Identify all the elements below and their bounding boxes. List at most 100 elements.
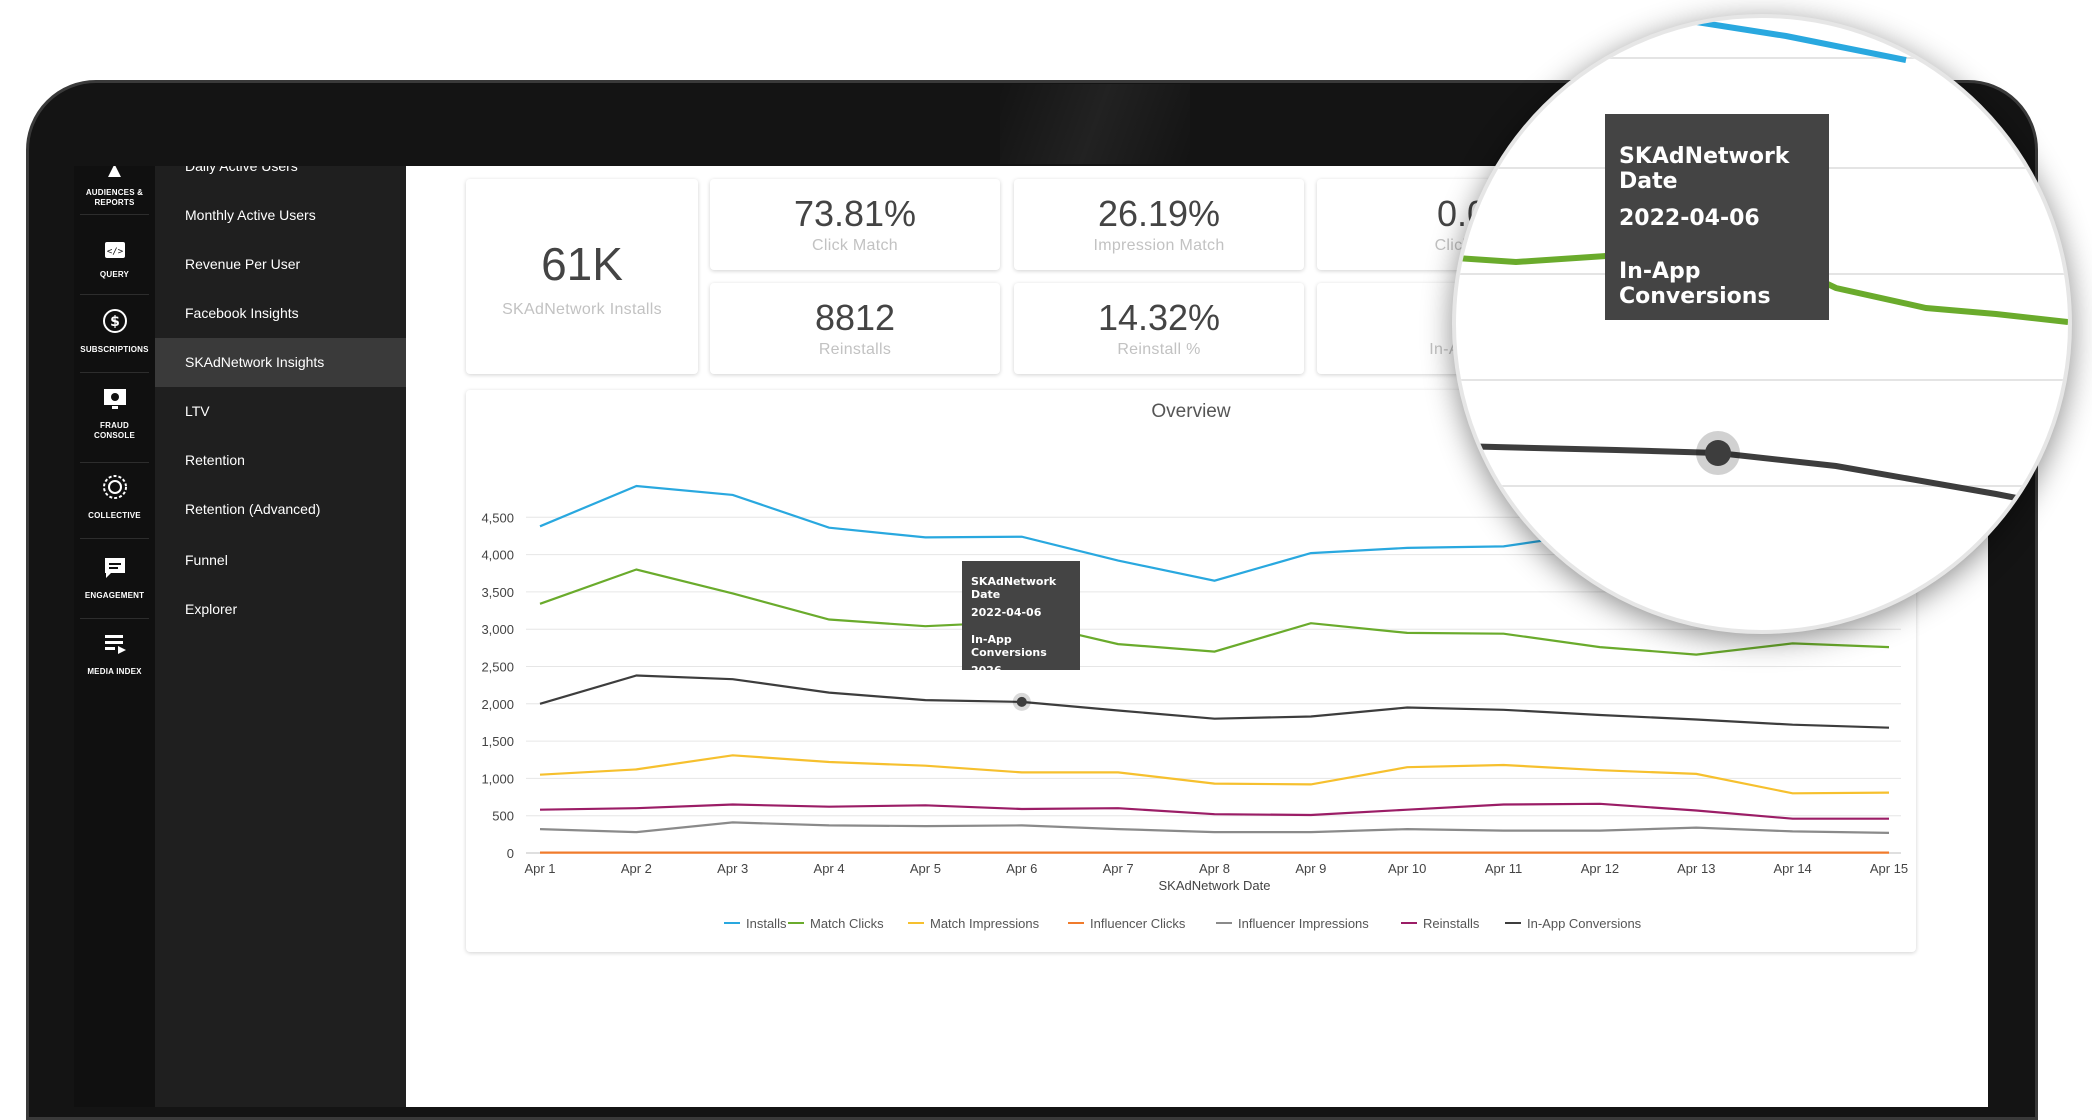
menu-item-retention-advanced[interactable]: Retention (Advanced) [185,501,321,517]
zoom-tooltip-date-value: 2022-04-06 [1619,206,1760,231]
svg-text:</>: </> [106,247,123,257]
rail-item-query[interactable]: </> QUERY [74,240,155,280]
y-tick-label: 4,500 [481,510,514,525]
kpi-value: 61K [541,238,623,290]
tooltip-metric-label: In-App Conversions [971,633,1047,659]
legend-item: In-App Conversions [1527,916,1642,931]
x-tick-label: Apr 5 [910,861,941,876]
tooltip-date-label: SKAdNetwork Date [971,575,1057,601]
collective-icon [74,474,155,505]
x-tick-label: Apr 10 [1388,861,1426,876]
rail-label: QUERY [99,270,130,279]
series-line-match-clicks [539,568,1890,656]
menu-item-ltv[interactable]: LTV [185,403,210,419]
x-tick-label: Apr 2 [621,861,652,876]
zoom-line-inapp-conversions [1456,443,2068,511]
x-tick-label: Apr 13 [1677,861,1715,876]
rail-divider [80,294,149,295]
screen-reflection [1000,84,1190,164]
kpi-value: 8812 [814,297,896,338]
x-tick-label: Apr 4 [814,861,845,876]
code-icon: </> [74,240,155,264]
audiences-icon: ▲ [103,166,126,182]
series-line-reinstalls [539,802,1889,820]
legend-item: Influencer Impressions [1238,916,1369,931]
x-tick-label: Apr 11 [1485,861,1522,876]
y-tick-label: 3,000 [481,622,514,637]
rail-item-collective[interactable]: COLLECTIVE [74,474,155,521]
x-tick-label: Apr 15 [1870,861,1908,876]
y-tick-label: 2,500 [481,660,514,675]
y-tick-label: 4,000 [481,548,514,563]
legend-item: Match Impressions [930,916,1040,931]
x-tick-label: Apr 3 [717,861,748,876]
zoom-tooltip-metric-label: In-App Conversions [1619,259,1771,309]
rail-divider [80,214,149,215]
rail-divider [80,372,149,373]
rail-label: REPORTS [94,198,135,207]
media-index-icon [74,632,155,661]
chart-title: Overview [1151,401,1230,422]
x-tick-label: Apr 9 [1295,861,1326,876]
rail-item-engagement[interactable]: ENGAGEMENT [74,556,155,601]
series-line-influencer-impressions [539,821,1890,834]
dollar-icon: $ [74,308,155,339]
menu-item-explorer[interactable]: Explorer [185,601,238,617]
legend-item: Match Clicks [810,916,884,931]
rail-item-audiences[interactable]: ▲ AUDIENCES & REPORTS [74,166,155,208]
rail-item-fraud-console[interactable]: FRAUD CONSOLE [74,388,155,441]
kpi-value: 14.32% [1097,297,1221,338]
legend-item: Reinstalls [1423,916,1480,931]
menu-item-retention[interactable]: Retention [185,452,245,468]
menu-item-facebook-insights[interactable]: Facebook Insights [185,305,299,321]
rail-item-media-index[interactable]: MEDIA INDEX [74,632,155,677]
chart-tooltip: SKAdNetwork Date 2022-04-06 In-App Conve… [962,561,1080,677]
kpi-value: 26.19% [1097,193,1221,234]
y-tick-label: 1,500 [481,734,514,749]
zoom-hover-point [1705,440,1731,466]
x-tick-label: Apr 1 [524,861,555,876]
svg-text:$: $ [110,314,120,330]
rail-label: CONSOLE [94,431,135,440]
legend-item: Installs [746,916,787,931]
reports-menu: Daily Active Users Monthly Active Users … [155,166,406,1107]
rail-label: COLLECTIVE [88,511,141,520]
menu-item-daily-active-users[interactable]: Daily Active Users [185,166,298,174]
magnifier-zoom: SKAdNetwork Date 2022-04-06 In-App Conve… [1452,14,2072,634]
y-tick-label: 1,000 [481,771,514,786]
menu-item-monthly-active-users[interactable]: Monthly Active Users [185,207,316,223]
rail-label: MEDIA INDEX [87,667,142,676]
kpi-card-click-match: 73.81% Click Match [710,179,1000,270]
x-tick-label: Apr 8 [1199,861,1230,876]
series-line-match-impressions [539,754,1890,795]
kpi-value: 73.81% [793,193,917,234]
series-line-in-app-conversions [539,674,1890,729]
overview-line-chart: Overview 0 500 1,000 1,500 2,000 2,500 3,000 3,5… [481,401,1908,931]
rail-label: ENGAGEMENT [84,591,145,600]
kpi-label: Impression Match [1093,237,1225,254]
x-tick-label: Apr 7 [1103,861,1134,876]
menu-item-revenue-per-user[interactable]: Revenue Per User [185,256,301,272]
kpi-card-impression-match: 26.19% Impression Match [1014,179,1304,270]
x-axis-label: SKAdNetwork Date [1159,878,1271,893]
y-tick-label: 2,000 [481,697,514,712]
rail-divider [80,462,149,463]
rail-divider [80,538,149,539]
rail-item-subscriptions[interactable]: $ SUBSCRIPTIONS [74,308,155,355]
zoom-tooltip-date-label: SKAdNetwork Date [1619,144,1790,194]
menu-item-funnel[interactable]: Funnel [185,552,228,568]
kpi-label: SKAdNetwork Installs [502,301,662,318]
chat-icon [74,556,155,585]
tooltip-metric-value: 2026 [971,664,1002,677]
x-tick-label: Apr 12 [1581,861,1619,876]
tooltip-date-value: 2022-04-06 [971,606,1042,619]
icon-rail: ▲ AUDIENCES & REPORTS </> QUERY $ SUBSCR… [74,166,155,1107]
kpi-card-installs: 61K SKAdNetwork Installs [466,179,698,374]
y-tick-label: 0 [507,846,514,861]
menu-item-skadnetwork-insights[interactable]: SKAdNetwork Insights [155,338,406,387]
x-tick-label: Apr 14 [1773,861,1811,876]
fraud-monitor-icon [74,388,155,415]
x-tick-label: Apr 6 [1006,861,1037,876]
y-tick-label: 500 [492,809,514,824]
rail-label: FRAUD [100,421,129,430]
